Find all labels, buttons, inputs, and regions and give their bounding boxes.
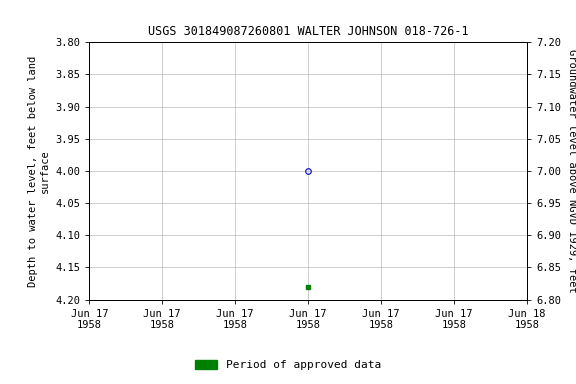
Y-axis label: Groundwater level above NGVD 1929, feet: Groundwater level above NGVD 1929, feet: [567, 49, 576, 293]
Y-axis label: Depth to water level, feet below land
surface: Depth to water level, feet below land su…: [28, 55, 50, 286]
Legend: Period of approved data: Period of approved data: [191, 356, 385, 375]
Title: USGS 301849087260801 WALTER JOHNSON 018-726-1: USGS 301849087260801 WALTER JOHNSON 018-…: [148, 25, 468, 38]
